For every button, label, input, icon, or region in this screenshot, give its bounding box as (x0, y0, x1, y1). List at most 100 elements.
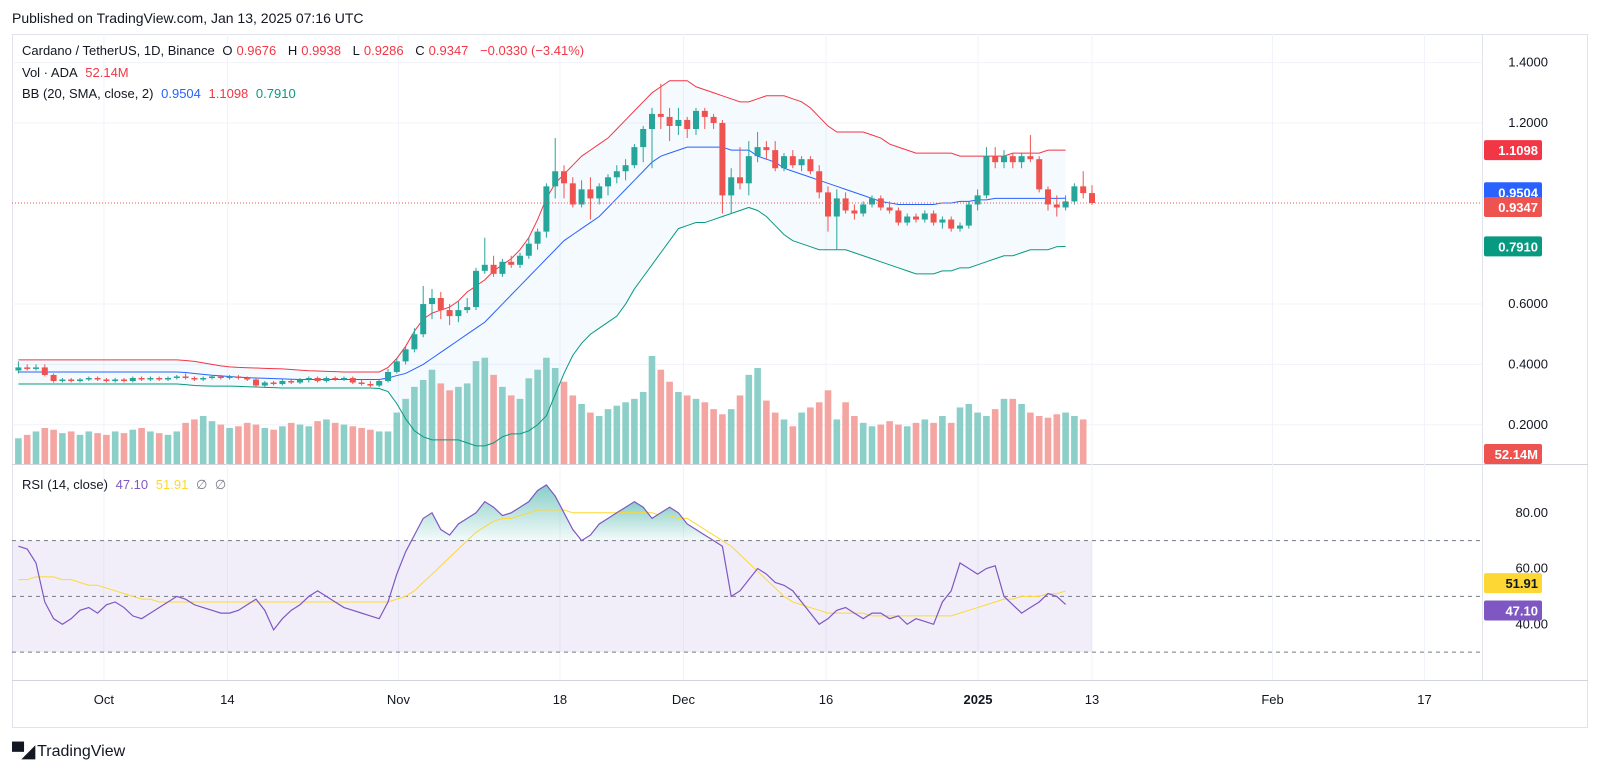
volume-bar (587, 412, 594, 464)
time-tick-label: 16 (819, 692, 833, 707)
candle-body (182, 376, 189, 378)
candle-body (657, 113, 664, 117)
rsi-legend: RSI (14, close) 47.10 51.91 ∅ ∅ (22, 477, 230, 493)
candle-body (235, 376, 242, 378)
candle-body (200, 377, 207, 380)
rsi-ma-badge: 51.91 (1484, 573, 1542, 594)
candle-body (842, 198, 849, 211)
volume-bar (472, 361, 480, 464)
volume-bar (437, 383, 445, 464)
candle-body (851, 210, 858, 214)
candle-body (279, 381, 286, 385)
candle-body (103, 379, 110, 382)
candle-body (517, 255, 523, 265)
candle-body (869, 198, 875, 205)
candle-body (684, 119, 691, 129)
volume-bar (798, 412, 805, 464)
volume-bar (991, 409, 999, 464)
candle-body (552, 171, 559, 187)
volume-bar (719, 414, 726, 464)
volume-bar (604, 409, 612, 464)
candle-body (464, 307, 471, 311)
candle-body (1045, 189, 1051, 205)
candle-body (649, 113, 655, 129)
ohlc-high: H 0.9938 (287, 43, 341, 58)
chart-canvas[interactable]: 1.4000 1.2000 0.6000 0.4000 0.2000 Oct 14 Nov 18… (12, 34, 1588, 728)
rsi-tick-label: 60.00 (1515, 561, 1548, 576)
candle-body (94, 377, 101, 380)
svg-text:0.9347: 0.9347 (1498, 200, 1538, 215)
candle-body (358, 382, 365, 385)
time-tick-label: 13 (1085, 692, 1099, 707)
candle-body (323, 377, 330, 382)
candle-body (833, 198, 840, 217)
candle-body (59, 379, 66, 382)
volume-bar (1044, 417, 1052, 464)
volume-bar (613, 405, 621, 464)
candle-body (578, 189, 585, 205)
bb-basis-value: 0.9504 (161, 86, 201, 101)
candle-body (217, 376, 224, 378)
candle-body (965, 204, 972, 226)
candle-body (1089, 193, 1095, 204)
tradingview-logo[interactable]: ▀◢ TradingView (12, 742, 125, 762)
candle-body (253, 379, 259, 386)
volume-bar (129, 429, 137, 464)
volume-bar (1071, 416, 1078, 464)
candle-body (701, 110, 708, 117)
volume-bar (323, 419, 330, 464)
candle-body (983, 156, 990, 196)
main-legend: Cardano / TetherUS, 1D, Binance O 0.9676 … (22, 43, 588, 58)
volume-bar (490, 374, 497, 464)
volume-bar (851, 416, 858, 464)
volume-bar (736, 395, 744, 464)
volume-bar (622, 402, 629, 464)
volume-bar (182, 422, 189, 464)
volume-bar (235, 426, 242, 464)
volume-bar (50, 429, 57, 464)
volume-bar (367, 429, 374, 464)
volume-bar (639, 392, 647, 464)
volume-bar (983, 416, 990, 464)
candle-body (341, 377, 347, 380)
candle-body (244, 377, 251, 380)
candle-body (147, 377, 154, 380)
volume-bar (111, 431, 119, 464)
volume-value: 52.14M (85, 65, 129, 80)
symbol-title[interactable]: Cardano / TetherUS, 1D, Binance (22, 43, 215, 58)
volume-bar (481, 357, 489, 464)
rsi-line (18, 484, 1067, 631)
volume-bar (1035, 416, 1043, 464)
volume-bar (331, 422, 339, 464)
candle-body (261, 382, 268, 386)
candle-body (596, 186, 603, 199)
volume-bar (375, 431, 383, 464)
candle-body (781, 156, 787, 169)
candle-body (481, 264, 488, 271)
candle-body (605, 177, 611, 187)
candle-body (41, 367, 48, 375)
bb-legend: BB (20, SMA, close, 2) 0.9504 1.1098 0.7… (22, 86, 300, 101)
rsi-value-badge: 47.10 (1484, 600, 1542, 621)
bb-label[interactable]: BB (20, SMA, close, 2) (22, 86, 154, 101)
price-change: −0.0330 (−3.41%) (480, 43, 585, 58)
volume-bar (921, 419, 929, 464)
candle-body (525, 243, 532, 256)
volume-bar (455, 386, 462, 464)
volume-bar (287, 422, 295, 464)
volume-bar (428, 369, 436, 464)
volume-bar (349, 426, 357, 464)
volume-bar (59, 433, 66, 464)
rsi-label[interactable]: RSI (14, close) (22, 477, 108, 492)
volume-bar (120, 433, 128, 464)
volume-bar (1053, 414, 1061, 464)
volume-bar (358, 428, 365, 464)
volume-bar (683, 395, 691, 464)
candle-body (138, 377, 145, 380)
volume-label[interactable]: Vol · ADA (22, 65, 78, 80)
candle-body (561, 171, 567, 184)
price-tick-label: 0.4000 (1508, 356, 1548, 371)
volume-bar (648, 356, 656, 464)
price-tick-label: 0.6000 (1508, 296, 1548, 311)
time-tick-label: Oct (94, 692, 115, 707)
